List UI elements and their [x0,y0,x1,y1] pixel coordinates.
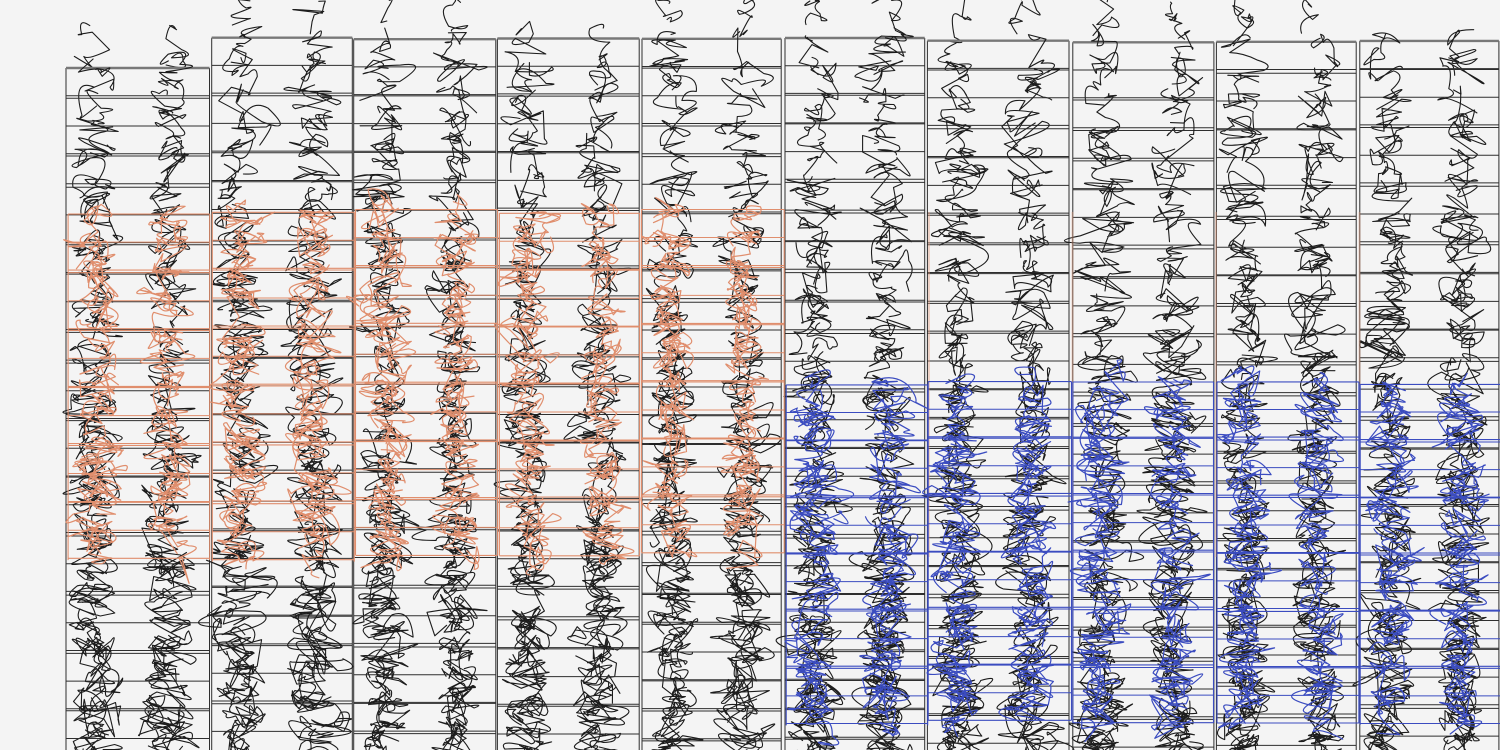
orange-highlight-table [63,188,785,584]
blue-highlight-table [784,359,1500,746]
